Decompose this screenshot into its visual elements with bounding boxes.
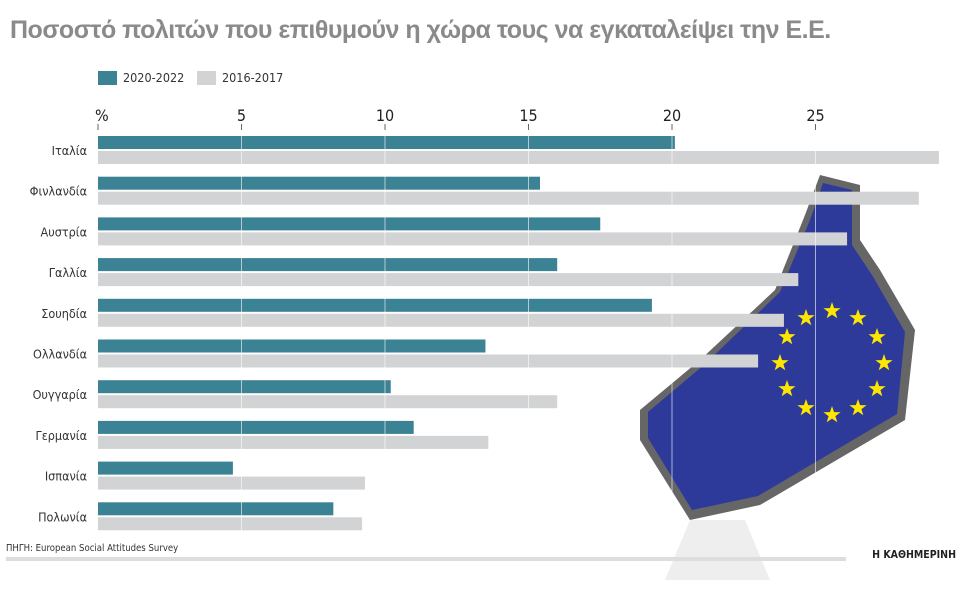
- brand-logo: Η ΚΑΘΗΜΕΡΙΝΗ: [872, 549, 956, 561]
- eu-star-icon: [875, 354, 893, 371]
- legend-label: 2016-2017: [222, 70, 284, 85]
- bar-2020-2022: [98, 136, 675, 149]
- x-tick-label: 20: [663, 106, 681, 125]
- category-label: Γερμανία: [35, 428, 87, 443]
- eu-star-icon: [778, 380, 796, 397]
- category-label: Ολλανδία: [33, 347, 87, 362]
- bar-2016-2017: [98, 151, 939, 164]
- bar-2020-2022: [98, 298, 652, 312]
- legend-label: 2020-2022: [123, 70, 185, 85]
- bar-2020-2022: [98, 502, 334, 516]
- eu-star-icon: [868, 380, 886, 397]
- bar-2016-2017: [98, 395, 558, 409]
- category-label: Φινλανδία: [30, 184, 87, 199]
- legend-swatch: [197, 70, 216, 85]
- category-label: Ουγγαρία: [33, 387, 87, 402]
- bar-2016-2017: [98, 435, 489, 449]
- footer-rule: [6, 557, 846, 561]
- bar-2020-2022: [98, 380, 391, 394]
- x-tick-label: 10: [376, 106, 394, 125]
- bar-2016-2017: [98, 517, 363, 531]
- eu-star-icon: [849, 309, 867, 326]
- legend-item-2016-2017: 2016-2017: [197, 70, 283, 85]
- eu-star-icon: [778, 328, 796, 345]
- bar-2020-2022: [98, 217, 601, 231]
- bar-2016-2017: [98, 313, 784, 327]
- bar-2016-2017: [98, 191, 919, 205]
- bar-2016-2017: [98, 232, 848, 246]
- eu-star-icon: [868, 328, 886, 345]
- bar-2020-2022: [98, 420, 414, 434]
- chart-title: Ποσοστό πολιτών που επιθυμούν η χώρα του…: [10, 16, 831, 44]
- bar-2020-2022: [98, 258, 558, 272]
- legend-item-2020-2022: 2020-2022: [98, 70, 184, 85]
- category-label: Γαλλία: [49, 265, 87, 280]
- source-note: ΠΗΓΗ: European Social Attitudes Survey: [6, 543, 179, 554]
- bar-2020-2022: [98, 176, 540, 190]
- legend-swatch: [98, 70, 117, 85]
- eu-star-icon: [797, 309, 815, 326]
- category-label: Σουηδία: [41, 306, 87, 321]
- bar-2016-2017: [98, 354, 759, 368]
- eu-star-icon: [823, 302, 841, 319]
- eu-thumbs-up-icon: [640, 175, 915, 580]
- axis-unit-label: %: [95, 106, 109, 125]
- eu-star-icon: [771, 354, 789, 371]
- category-label: Αυστρία: [41, 224, 87, 239]
- eu-star-icon: [823, 406, 841, 423]
- x-tick-label: 5: [237, 106, 246, 125]
- category-label: Ιταλία: [52, 143, 87, 158]
- bar-2016-2017: [98, 273, 799, 287]
- bar-2020-2022: [98, 461, 233, 475]
- x-tick-label: 15: [519, 106, 537, 125]
- bar-2016-2017: [98, 476, 365, 490]
- category-label: Πολωνία: [38, 509, 87, 524]
- eu-star-icon: [797, 399, 815, 416]
- x-tick-label: 25: [806, 106, 824, 125]
- category-label: Ισπανία: [45, 469, 87, 484]
- bar-2020-2022: [98, 339, 486, 353]
- eu-star-icon: [849, 399, 867, 416]
